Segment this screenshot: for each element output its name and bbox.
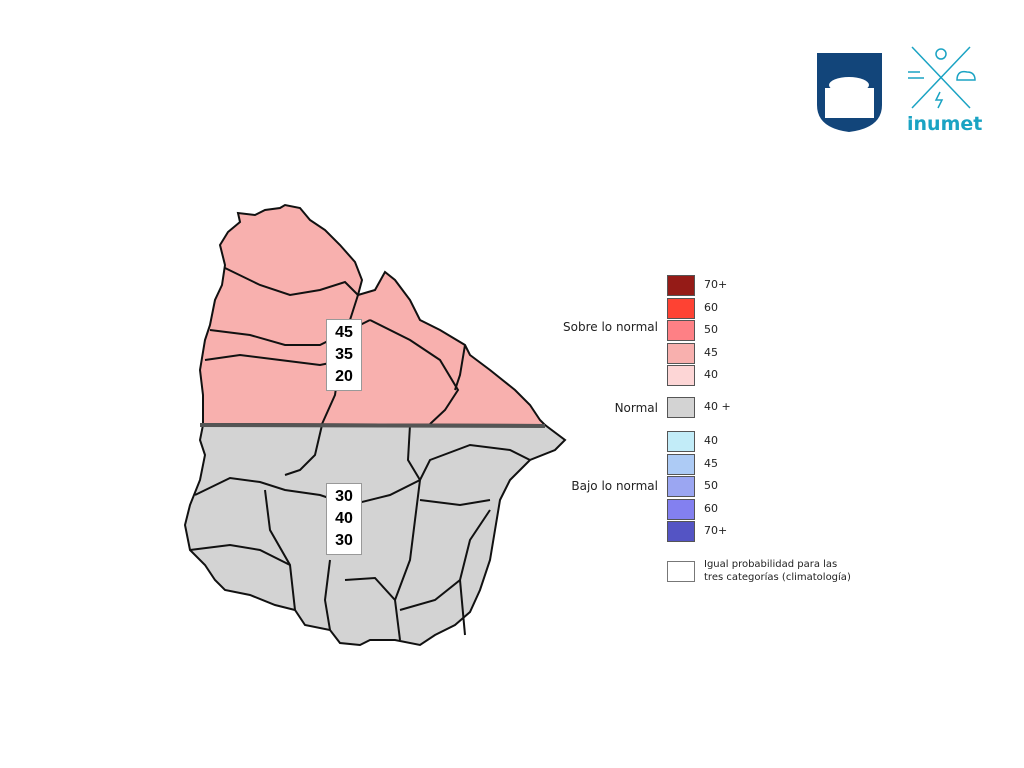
legend-below-label: Bajo lo normal [571,479,658,493]
legend-swatch-below-4 [667,521,695,542]
south-below-prob: 30 [335,532,353,549]
legend-swatch-above-3 [667,342,695,364]
inumet-logo [908,46,976,109]
north-probability-box: 45 35 20 [326,319,362,391]
legend-swatch-above-0 [667,275,695,296]
region-north [198,203,548,427]
legend-swatch-below-1 [667,453,695,475]
legend-swatch-below-0 [667,431,695,452]
legend-swatch-above-4 [667,365,695,386]
legend-value-above-3: 45 [704,345,718,359]
legend-value-below-4: 70+ [704,524,728,537]
legend-swatch-below-2 [667,476,695,497]
legend-value-above-2: 50 [704,323,718,336]
department-borders [189,267,531,641]
north-below-prob: 20 [335,368,353,385]
legend-value-below-1: 45 [704,456,718,470]
climatology-line1: Igual probabilidad para las [704,559,838,570]
south-normal-prob: 40 [335,510,353,527]
region-south [183,424,567,647]
region-divider [199,423,546,428]
university-logo [817,53,882,132]
legend-climatology-label: Igual probabilidad para las tres categor… [704,558,851,584]
legend-value-below-0: 40 [704,434,718,447]
legend-climatology-swatch [667,561,695,582]
climatology-line2: tres categorías (climatología) [704,572,851,583]
legend-swatch-above-1 [667,297,695,319]
legend-value-normal-0: 40 + [704,400,731,413]
legend-value-above-0: 70+ [704,278,728,291]
legend-swatch-below-3 [667,498,695,520]
legend-value-above-1: 60 [704,300,718,314]
inumet-wordmark: inumet [907,113,983,135]
legend-value-above-4: 40 [704,368,718,381]
legend-swatch-above-2 [667,320,695,341]
north-above-prob: 45 [335,324,353,341]
legend-swatch-normal-0 [667,397,695,418]
south-above-prob: 30 [335,488,353,505]
legend-value-below-3: 60 [704,501,718,515]
legend-normal-label: Normal [614,401,658,415]
legend-above-label: Sobre lo normal [563,320,658,334]
north-normal-prob: 35 [335,346,353,363]
south-probability-box: 30 40 30 [326,483,362,555]
legend-value-below-2: 50 [704,479,718,492]
